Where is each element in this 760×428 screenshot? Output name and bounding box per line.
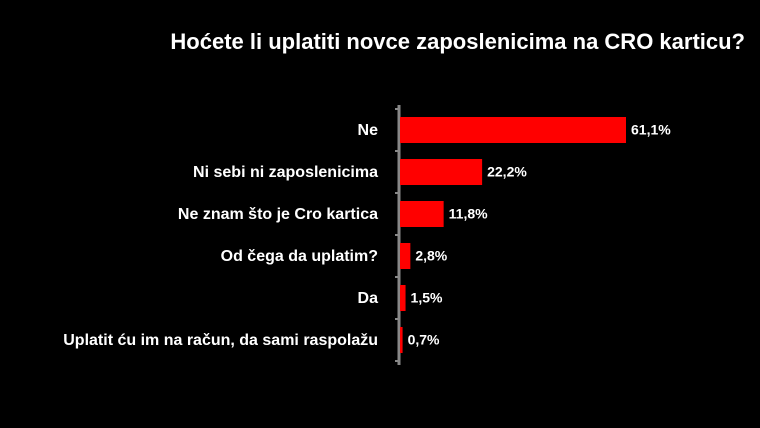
data-label: 61,1% (631, 122, 671, 138)
bar (400, 285, 406, 311)
bar (400, 327, 403, 353)
data-label: 2,8% (415, 248, 447, 264)
y-tick-label: Ni sebi ni zaposlenicima (193, 164, 378, 181)
y-tick-label: Da (358, 290, 379, 307)
y-tick-label: Ne (358, 122, 379, 139)
data-label: 1,5% (411, 290, 443, 306)
bar (400, 243, 411, 269)
data-label: 0,7% (408, 332, 440, 348)
data-label: 11,8% (449, 206, 488, 222)
bar (400, 117, 626, 143)
y-tick-label: Ne znam što je Cro kartica (178, 206, 378, 223)
bar (400, 159, 483, 185)
data-label: 22,2% (487, 164, 527, 180)
y-tick-label: Uplatit ću im na račun, da sami raspolaž… (63, 332, 378, 349)
chart-title: Hoćete li uplatiti novce zaposlenicima n… (170, 29, 745, 54)
bar (400, 201, 444, 227)
y-tick-label: Od čega da uplatim? (221, 248, 378, 265)
